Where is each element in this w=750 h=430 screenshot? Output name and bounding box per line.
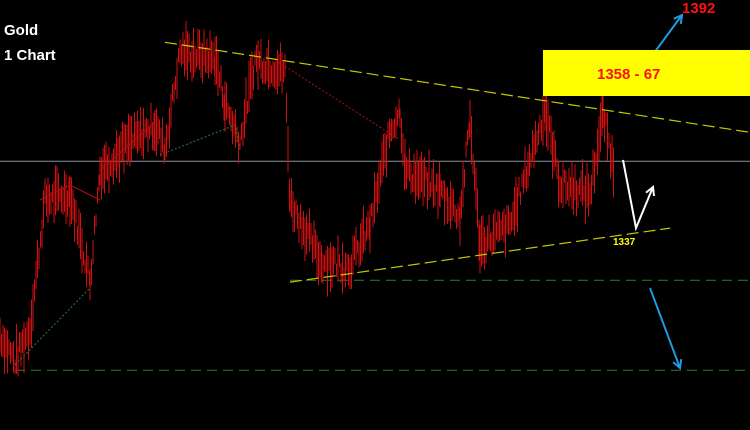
- chart-title: Gold: [4, 22, 39, 39]
- support-label: 1337: [613, 237, 636, 248]
- zigzag-guide: [159, 124, 241, 156]
- zigzag-guide: [99, 121, 156, 171]
- target-high-label: 1392: [682, 0, 716, 17]
- breakdown-arrow: [649, 287, 681, 369]
- upper-trendline: [164, 41, 750, 133]
- scenario-arrow-head: [645, 185, 655, 197]
- chart-subtitle: 1 Chart: [4, 47, 56, 64]
- resistance-zone-box: [543, 50, 750, 96]
- lower-trendline: [289, 227, 671, 283]
- resistance-zone-label: 1358 - 67: [597, 66, 661, 83]
- scenario-arrow: [622, 159, 654, 232]
- zigzag-guide: [274, 59, 401, 141]
- zigzag-guide: [14, 287, 91, 366]
- breakdown-arrow-head: [672, 358, 683, 370]
- target-up-arrow-head: [673, 13, 684, 25]
- zigzag-guide: [39, 184, 101, 201]
